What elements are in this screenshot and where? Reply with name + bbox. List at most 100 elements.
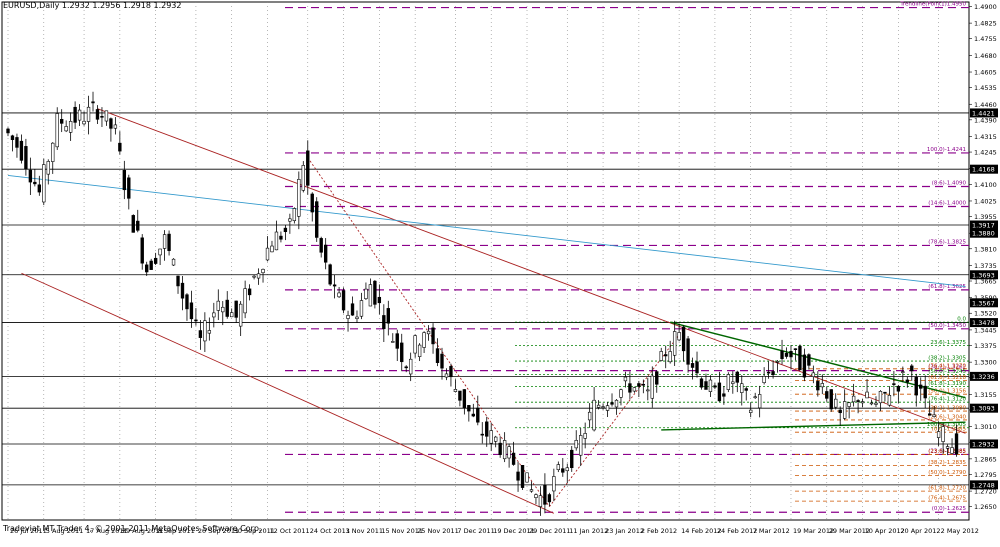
candle-body — [672, 331, 677, 356]
candle-body — [386, 308, 390, 324]
candle-body — [502, 440, 507, 460]
candle-body — [444, 373, 449, 378]
time-label: 7 Dec 2011 — [457, 527, 494, 535]
copyright-notice: Tradeviat MT Trader 4, © 2001-2011 MetaQ… — [3, 524, 262, 533]
red-channel-lower-line — [21, 272, 555, 514]
price-label: 1.4315 — [974, 133, 997, 141]
chart-header: EURUSD,Daily 1.2932 1.2956 1.2918 1.2932 — [3, 1, 182, 10]
candle-body — [55, 113, 59, 148]
candle-body — [243, 288, 247, 314]
price-label: 1.2720 — [974, 488, 997, 496]
candle-body — [288, 218, 292, 222]
candle-body — [86, 106, 91, 122]
time-label: 29 Mar 2012 — [829, 527, 870, 535]
fib-green-label: (50.0)-1.3245 — [928, 369, 966, 375]
price-box — [970, 228, 998, 238]
candle-body — [207, 330, 212, 334]
candle-body — [914, 377, 918, 396]
candle-body — [33, 181, 37, 185]
time-label: 11 Jan 2012 — [569, 527, 608, 535]
price-label: 1.3590 — [974, 294, 997, 302]
candle-body — [874, 402, 878, 405]
candle-body — [485, 421, 489, 437]
candle-body — [350, 303, 355, 316]
price-label: 1.3955 — [974, 213, 997, 221]
fib-dashed-label: (38.2)-1.3262 — [928, 365, 966, 371]
candle-body — [511, 452, 516, 465]
price-box — [970, 298, 998, 308]
candle-body — [722, 393, 726, 397]
candle-body — [337, 292, 341, 298]
fib-green-label: (61.8)-1.3190 — [928, 381, 966, 387]
fib-dashed-label: (8.6)-1.4090 — [932, 181, 967, 187]
candle-body — [641, 383, 646, 386]
plot-frame — [1, 1, 970, 521]
time-label: 23 Jan 2012 — [605, 527, 644, 535]
candle-body — [24, 146, 28, 170]
candle-body — [753, 396, 757, 399]
candle-body — [306, 150, 310, 186]
candle-body — [628, 383, 632, 393]
candle-body — [180, 282, 185, 299]
candle-body — [198, 330, 203, 338]
candle-body — [100, 116, 104, 118]
candle-body — [109, 118, 113, 129]
candle-body — [265, 247, 270, 261]
candle-body — [341, 290, 346, 311]
candle-body — [127, 177, 131, 199]
time-label: 17 Aug 2011 — [86, 527, 128, 535]
candle-body — [42, 164, 46, 203]
candle-body — [717, 382, 722, 402]
fib-orange-label: (0.0)-1.2985 — [932, 427, 967, 433]
fib-orange-label: (50.0)-1.3156 — [928, 389, 966, 395]
candle-body — [713, 385, 717, 388]
price-label: 1.4900 — [974, 3, 997, 11]
time-label: 15 Nov 2011 — [381, 527, 423, 535]
candle-body — [668, 351, 672, 363]
candle-body — [498, 442, 502, 455]
price-box-label: 1.4168 — [972, 166, 995, 174]
candle-body — [453, 389, 458, 392]
candle-body — [883, 391, 887, 394]
price-label: 1.4390 — [974, 116, 997, 124]
candle-body — [364, 288, 368, 300]
blue-trendline-line — [7, 174, 966, 288]
candle-body — [149, 260, 153, 270]
candle-body — [878, 390, 883, 404]
candle-body — [923, 385, 927, 399]
candle-body — [359, 300, 364, 317]
time-label: 25 Nov 2011 — [417, 527, 459, 535]
candle-body — [131, 215, 135, 233]
candle-body — [68, 121, 73, 133]
candle-body — [221, 306, 225, 313]
candle-body — [37, 184, 41, 193]
candle-body — [82, 120, 86, 125]
price-label: 1.4605 — [974, 69, 997, 77]
candle-body — [162, 234, 167, 249]
time-label: 5 Aug 2011 — [46, 527, 84, 535]
candle-body — [323, 244, 328, 263]
fib-dashed-label: 100.0)-1.4241 — [927, 147, 966, 153]
candle-body — [494, 436, 498, 442]
price-box-label: 1.3693 — [972, 271, 995, 279]
candle-body — [749, 409, 753, 413]
fib-orange-label: (61.8)-1.3218 — [928, 375, 966, 381]
fib-orange-label: (76.4)-1.2675 — [928, 496, 966, 502]
price-label: 1.3520 — [974, 310, 997, 318]
price-label: 1.2865 — [974, 455, 997, 463]
candle-body — [400, 342, 404, 363]
price-box-label: 1.3567 — [972, 299, 995, 307]
price-label: 1.3010 — [974, 423, 997, 431]
candle-body — [851, 395, 856, 403]
candle-body — [793, 348, 798, 350]
fib-green-label: (38.2)-1.3305 — [928, 356, 966, 362]
candle-body — [60, 119, 64, 124]
candle-body — [315, 201, 319, 238]
candle-body — [46, 161, 50, 175]
price-box-label: 1.3236 — [972, 373, 995, 381]
candle-body — [104, 110, 109, 122]
candle-body — [954, 433, 959, 455]
candle-body — [520, 465, 525, 488]
